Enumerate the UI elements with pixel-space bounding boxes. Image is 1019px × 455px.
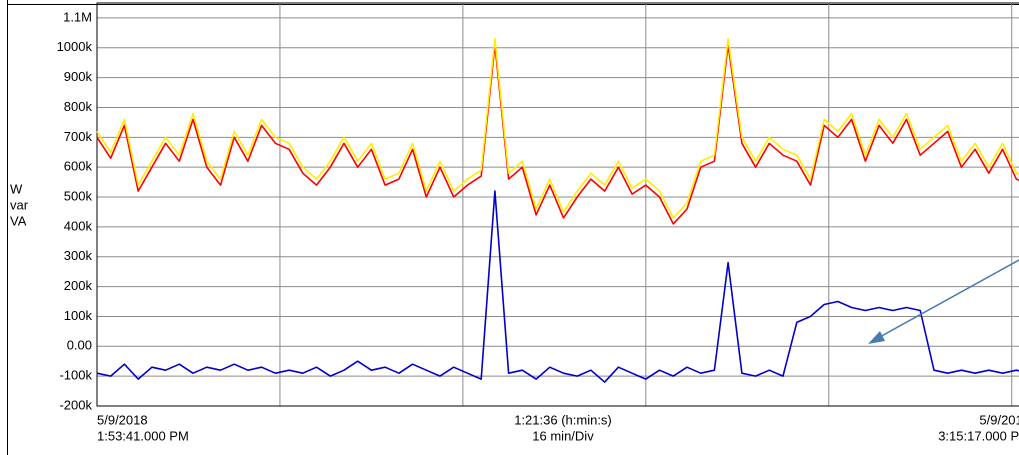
annotation-arrow [877, 259, 1019, 339]
plot-frame [96, 2, 1019, 407]
plot-area: -200k -100k 0.00 100k 200k 300k 400k 500k 600k 70… [57, 2, 1019, 412]
y-axis-label: W [10, 181, 23, 196]
y-tick-label: 300k [64, 248, 93, 263]
y-tick-label: 100k [64, 308, 93, 323]
y-axis-label: VA [10, 213, 27, 228]
y-tick-label: 400k [64, 218, 93, 233]
y-tick-label: 900k [64, 69, 93, 84]
y-tick-label: 800k [64, 99, 93, 114]
series-line [96, 38, 1019, 219]
series-line [96, 190, 1019, 383]
y-tick-label: 200k [64, 278, 93, 293]
arrow-head [868, 331, 885, 344]
y-tick-label: 0.00 [67, 338, 92, 353]
series-line [96, 44, 1019, 225]
y-axis-label: var [10, 197, 29, 212]
x-label-center: 16 min/Div [532, 428, 594, 443]
x-label-right: 3:15:17.000 PM [938, 428, 1019, 443]
x-label-left: 5/9/2018 [97, 412, 148, 427]
x-label-right: 5/9/2018 [979, 412, 1019, 427]
y-tick-label: -100k [59, 368, 92, 383]
y-tick-label: -200k [59, 397, 92, 412]
x-label-left: 1:53:41.000 PM [97, 428, 189, 443]
y-tick-label: 1000k [57, 39, 93, 54]
x-label-center: 1:21:36 (h:min:s) [514, 412, 612, 427]
y-tick-label: 1.1M [63, 9, 92, 24]
y-tick-label: 700k [64, 129, 93, 144]
y-tick-label: 500k [64, 188, 93, 203]
y-tick-label: 600k [64, 159, 93, 174]
